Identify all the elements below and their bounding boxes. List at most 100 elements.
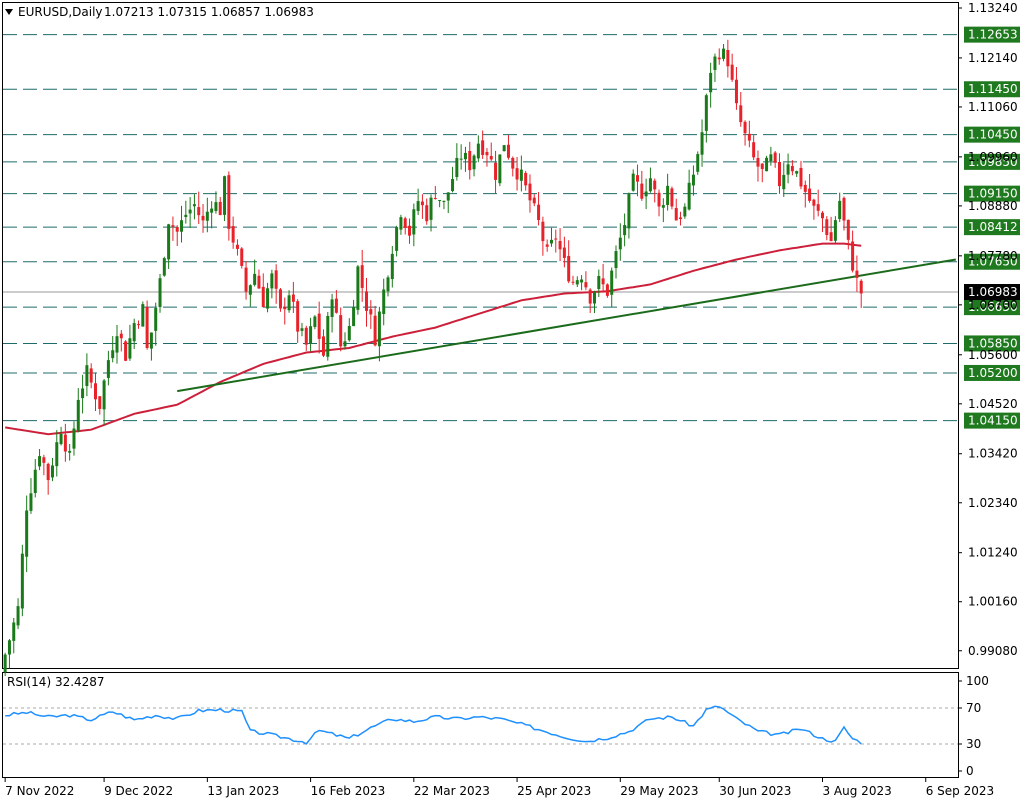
candle-body xyxy=(399,217,403,230)
date-tick-label: 22 Mar 2023 xyxy=(414,784,490,798)
candle-body xyxy=(162,258,166,276)
candle-body xyxy=(734,79,738,104)
candle-body xyxy=(317,313,321,339)
candle-body xyxy=(33,469,37,493)
candle-body xyxy=(240,248,244,266)
price-tick-label: 1.11060 xyxy=(968,100,1018,114)
candle-body xyxy=(304,327,308,345)
price-level-label: 1.12653 xyxy=(968,28,1018,42)
candle-body xyxy=(313,316,317,327)
price-level-label: 1.09850 xyxy=(968,155,1018,169)
candle-body xyxy=(132,323,136,342)
candle-body xyxy=(175,227,179,232)
date-tick-label: 9 Dec 2022 xyxy=(104,784,173,798)
candle-body xyxy=(425,205,429,222)
candle-body xyxy=(42,457,46,463)
candle-body xyxy=(558,240,562,250)
candle-body xyxy=(816,204,820,211)
rsi-layer: 100 70 30 0 xyxy=(3,674,989,778)
candle-body xyxy=(489,155,493,160)
candle-body xyxy=(567,255,571,282)
candle-body xyxy=(395,227,399,251)
candle-body xyxy=(610,270,614,295)
candle-body xyxy=(691,174,695,186)
candle-body xyxy=(141,304,145,327)
candle-body xyxy=(636,175,640,182)
candle-body xyxy=(149,332,153,349)
candle-body xyxy=(562,247,566,258)
candle-body xyxy=(438,200,442,202)
moving-average-line xyxy=(5,242,862,436)
candle-body xyxy=(373,315,377,346)
candle-body xyxy=(846,219,850,240)
candle-body xyxy=(124,341,128,361)
candle-body xyxy=(55,442,59,467)
candle-body xyxy=(102,380,106,410)
candle-body xyxy=(278,289,282,309)
candle-body xyxy=(722,48,726,59)
date-tick-label: 6 Sep 2023 xyxy=(926,784,994,798)
date-tick-label: 16 Feb 2023 xyxy=(311,784,386,798)
candle-body xyxy=(502,145,506,152)
candle-body xyxy=(601,278,605,285)
price-level-box xyxy=(964,299,1020,316)
candle-body xyxy=(782,174,786,190)
candle-body xyxy=(679,217,683,220)
candle-body xyxy=(760,163,764,169)
price-level-box xyxy=(964,253,1020,270)
price-tick-label: 1.06700 xyxy=(968,298,1018,312)
candle-body xyxy=(16,606,20,626)
candle-body xyxy=(137,324,141,326)
candle-body xyxy=(592,292,596,304)
price-level-box xyxy=(964,81,1020,98)
candle-body xyxy=(605,284,609,296)
candle-body xyxy=(575,280,579,285)
candle-body xyxy=(670,188,674,207)
rsi-header: RSI(14) 32.4287 xyxy=(7,675,105,689)
candle-body xyxy=(704,95,708,131)
candle-body xyxy=(46,463,50,481)
candle-body xyxy=(3,654,7,673)
price-tick-label: 1.07780 xyxy=(968,249,1018,263)
candle-body xyxy=(468,150,472,171)
price-level-label: 1.11450 xyxy=(968,82,1018,96)
candle-body xyxy=(321,336,325,356)
candle-body xyxy=(115,336,119,353)
candle-body xyxy=(554,238,558,240)
price-level-label: 1.06650 xyxy=(968,300,1018,314)
candle-body xyxy=(343,341,347,347)
candle-body xyxy=(390,253,394,280)
price-tick-label: 1.00160 xyxy=(968,595,1018,609)
price-levels-layer: 1.12653 1.11450 1.10450 1.09850 1.09150 1.084… xyxy=(3,26,1020,429)
candle-body xyxy=(227,175,231,229)
candle-body xyxy=(773,152,777,163)
candle-body xyxy=(644,191,648,197)
candle-body xyxy=(89,368,93,383)
candle-body xyxy=(820,212,824,219)
candle-body xyxy=(59,434,63,445)
candle-body xyxy=(76,399,80,431)
candle-body xyxy=(623,225,627,236)
candle-body xyxy=(223,176,227,215)
candle-body xyxy=(476,143,480,159)
candle-body xyxy=(339,315,343,347)
candle-body xyxy=(455,157,459,178)
candle-body xyxy=(12,622,16,641)
candle-body xyxy=(459,158,463,160)
date-tick-label: 3 Aug 2023 xyxy=(822,784,891,798)
candle-body xyxy=(790,166,794,172)
candle-body xyxy=(442,200,446,202)
symbol-dropdown-icon[interactable] xyxy=(5,9,13,15)
candle-body xyxy=(786,164,790,175)
candle-body xyxy=(188,209,192,214)
ohlc-values: 1.07213 1.07315 1.06857 1.06983 xyxy=(104,5,314,19)
candle-body xyxy=(524,172,528,186)
candle-body xyxy=(85,365,89,387)
candle-body xyxy=(25,510,29,557)
candle-body xyxy=(420,201,424,206)
candle-body xyxy=(235,244,239,249)
trendline-layer xyxy=(177,258,957,393)
candle-body xyxy=(859,280,863,294)
candle-body xyxy=(81,388,85,399)
candle-body xyxy=(838,200,842,220)
